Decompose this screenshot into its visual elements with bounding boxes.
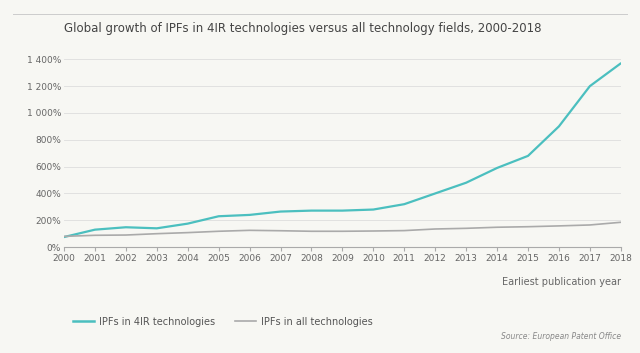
- Text: Global growth of IPFs in 4IR technologies versus all technology fields, 2000-201: Global growth of IPFs in 4IR technologie…: [64, 22, 541, 35]
- Text: Source: European Patent Office: Source: European Patent Office: [500, 332, 621, 341]
- Text: Earliest publication year: Earliest publication year: [502, 277, 621, 287]
- Legend: IPFs in 4IR technologies, IPFs in all technologies: IPFs in 4IR technologies, IPFs in all te…: [69, 313, 376, 331]
